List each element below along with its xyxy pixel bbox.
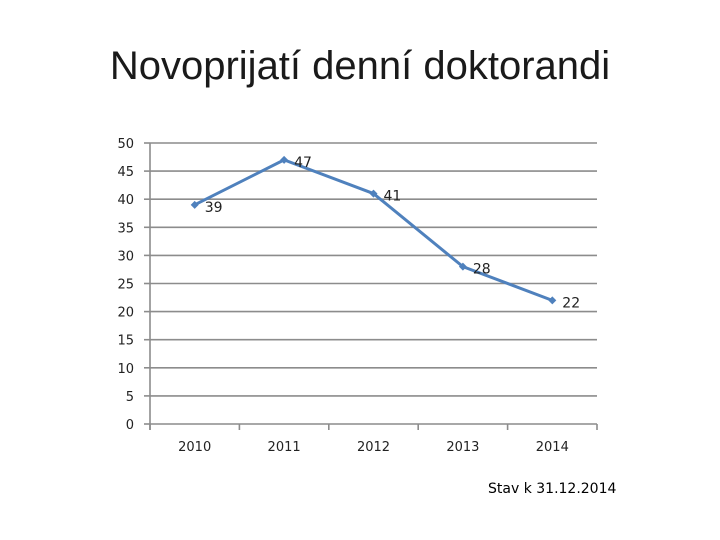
series-line — [190, 155, 557, 305]
y-tick-label: 35 — [117, 221, 134, 236]
x-tick-label: 2012 — [357, 440, 390, 455]
data-labels: 39 47 41 28 22 — [205, 155, 580, 311]
series-line-path — [194, 158, 553, 302]
y-tick-label: 45 — [117, 165, 134, 180]
x-axis-ticks: 2010 2011 2012 2013 2014 — [178, 440, 569, 455]
y-tick-label: 40 — [117, 193, 134, 208]
x-tick-label: 2011 — [268, 440, 301, 455]
y-axis-ticks: 0 5 10 15 20 25 30 35 40 45 50 — [117, 137, 134, 433]
y-tick-label: 15 — [117, 334, 134, 349]
date-note: Stav k 31.12.2014 — [488, 481, 617, 497]
y-tick-label: 50 — [117, 137, 134, 152]
y-tick-label: 25 — [117, 278, 134, 293]
data-label: 22 — [562, 295, 580, 311]
data-label: 39 — [205, 200, 223, 216]
data-label: 41 — [384, 189, 402, 205]
y-tick-label: 5 — [126, 390, 134, 405]
data-point — [458, 262, 467, 271]
x-tick-label: 2010 — [178, 440, 211, 455]
data-point — [548, 296, 557, 305]
x-tick-label: 2013 — [446, 440, 479, 455]
data-point — [369, 189, 378, 198]
axes — [144, 142, 598, 430]
slide-title: Novoprijatí denní doktorandi — [109, 44, 611, 88]
y-tick-label: 20 — [117, 306, 134, 321]
y-tick-label: 10 — [117, 362, 134, 377]
gridlines — [150, 142, 597, 397]
data-label: 28 — [473, 262, 491, 278]
y-tick-label: 30 — [117, 249, 134, 264]
data-label: 47 — [294, 155, 312, 171]
data-point — [190, 200, 199, 209]
y-tick-label: 0 — [126, 418, 134, 433]
x-tick-label: 2014 — [536, 440, 569, 455]
data-point — [280, 155, 289, 164]
